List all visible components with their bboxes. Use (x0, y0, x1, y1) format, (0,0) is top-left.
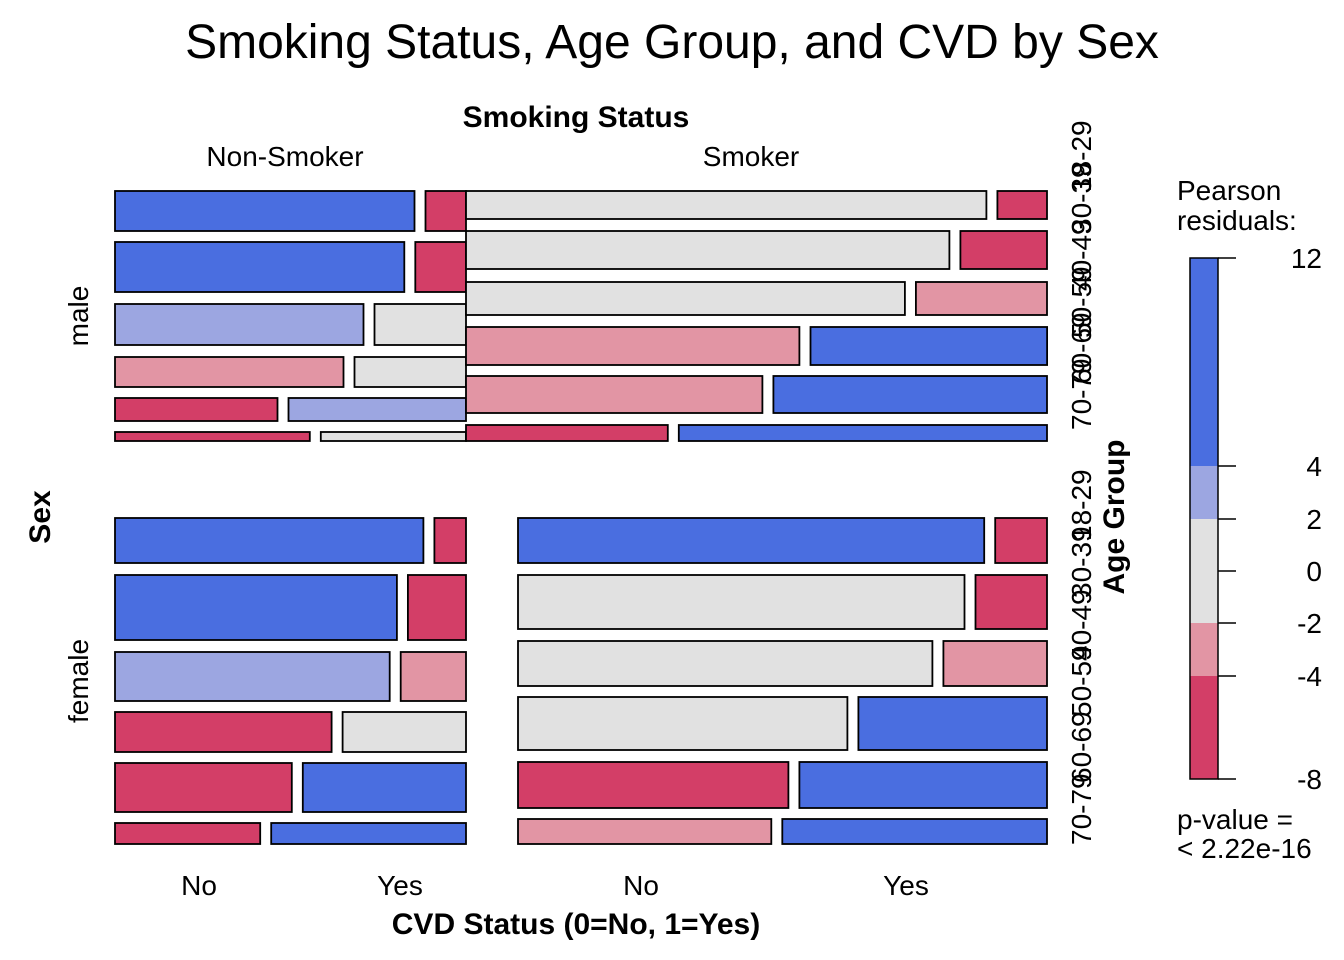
tile-male-non-smoker-18-29-cvd-no (114, 190, 416, 232)
age-label-male-18-29: 18-29 (1066, 120, 1097, 192)
age-label-female-60-69: 60-69 (1066, 711, 1097, 783)
legend-tick-label-4: 4 (1306, 451, 1322, 482)
tile-female-smoker-60-69-cvd-yes (798, 761, 1048, 809)
tile-female-smoker-60-69-cvd-no (517, 761, 790, 809)
tile-female-non-smoker-60-69-cvd-no (114, 762, 293, 813)
legend-band-mild-pos (1190, 466, 1218, 519)
age-label-female-18-29: 18-29 (1066, 469, 1097, 541)
tile-female-non-smoker-18-29-cvd-no (114, 517, 425, 564)
tile-male-smoker-50-59-cvd-no (465, 326, 801, 366)
tile-female-non-smoker-70-79-cvd-yes (270, 822, 467, 845)
tile-female-smoker-30-39-cvd-yes (974, 574, 1048, 630)
smoking-axis-label: Smoking Status (463, 101, 690, 134)
tile-female-smoker-50-59-cvd-yes (857, 696, 1048, 751)
age-label-female-30-39: 30-39 (1066, 526, 1097, 598)
legend-tick-label--8: -8 (1297, 764, 1322, 795)
tile-male-smoker-40-49-cvd-yes (915, 281, 1048, 316)
tile-female-smoker-40-49-cvd-no (517, 640, 934, 687)
tile-male-non-smoker-60-69-cvd-yes (287, 397, 467, 422)
legend-tick-label-0: 0 (1306, 556, 1322, 587)
tile-male-non-smoker-70-79-cvd-yes (319, 431, 467, 442)
cvd-level-yes-non-smoker: Yes (377, 870, 423, 901)
tile-male-smoker-18-29-cvd-no (465, 190, 988, 220)
tile-female-smoker-18-29-cvd-no (517, 517, 986, 564)
legend-color-bar (1189, 257, 1219, 780)
tile-male-non-smoker-50-59-cvd-yes (353, 356, 467, 388)
legend-title-line-2: residuals: (1177, 205, 1297, 236)
smoking-level-non-smoker: Non-Smoker (206, 141, 363, 172)
legend-band-strong-pos (1190, 258, 1218, 466)
age-label-male-50-59: 50-59 (1066, 266, 1097, 338)
legend-tick-label-2: 2 (1306, 504, 1322, 535)
tile-female-non-smoker-40-49-cvd-yes (399, 651, 467, 702)
tile-female-non-smoker-18-29-cvd-yes (433, 517, 467, 564)
legend-pvalue-label: p-value = (1177, 804, 1293, 835)
cvd-level-yes-smoker: Yes (883, 870, 929, 901)
age-label-female-50-59: 50-59 (1066, 645, 1097, 717)
tile-female-non-smoker-30-39-cvd-no (114, 574, 398, 641)
tile-male-smoker-50-59-cvd-yes (809, 326, 1049, 366)
tile-male-non-smoker-50-59-cvd-no (114, 356, 345, 388)
sex-level-male: male (63, 286, 94, 347)
tile-female-non-smoker-50-59-cvd-yes (341, 711, 467, 753)
tile-male-non-smoker-40-49-cvd-no (114, 303, 365, 346)
tile-male-smoker-60-69-cvd-no (465, 375, 764, 414)
tile-male-non-smoker-60-69-cvd-no (114, 397, 279, 422)
legend-tick-label-12: 12 (1291, 243, 1322, 274)
tile-female-smoker-70-79-cvd-yes (781, 818, 1048, 845)
tile-male-non-smoker-18-29-cvd-yes (424, 190, 467, 232)
age-level-labels: 18-2930-3940-4950-5960-6970-7918-2930-39… (1066, 120, 1097, 845)
tile-male-smoker-70-79-cvd-yes (677, 424, 1048, 442)
tile-female-smoker-18-29-cvd-yes (994, 517, 1048, 564)
age-label-male-60-69: 60-69 (1066, 312, 1097, 384)
tile-female-smoker-50-59-cvd-no (517, 696, 849, 751)
age-axis-label: Age Group (1098, 440, 1131, 595)
tile-male-smoker-40-49-cvd-no (465, 281, 906, 316)
chart-title: Smoking Status, Age Group, and CVD by Se… (185, 16, 1159, 69)
tile-male-smoker-30-39-cvd-yes (959, 230, 1048, 270)
age-label-male-70-79: 70-79 (1066, 358, 1097, 430)
tile-male-smoker-30-39-cvd-no (465, 230, 951, 270)
legend-title-line-1: Pearson (1177, 175, 1281, 206)
tile-female-non-smoker-30-39-cvd-yes (406, 574, 467, 641)
age-label-male-40-49: 40-49 (1066, 219, 1097, 291)
legend-ticks: 12 4 2 0 -2 -4 -8 (1218, 243, 1322, 795)
tile-female-smoker-30-39-cvd-no (517, 574, 966, 630)
tile-female-smoker-70-79-cvd-no (517, 818, 773, 845)
tile-female-smoker-40-49-cvd-yes (942, 640, 1048, 687)
sex-level-female: female (63, 639, 94, 723)
legend-tick-label--4: -4 (1297, 661, 1322, 692)
smoking-level-smoker: Smoker (703, 141, 799, 172)
tile-female-non-smoker-70-79-cvd-no (114, 822, 262, 845)
tile-male-non-smoker-70-79-cvd-no (114, 431, 311, 442)
tile-male-non-smoker-30-39-cvd-yes (414, 241, 467, 293)
legend-tick-label--2: -2 (1297, 608, 1322, 639)
legend-band-strong-neg (1190, 676, 1218, 779)
tile-male-smoker-60-69-cvd-yes (772, 375, 1048, 414)
sex-axis-label: Sex (24, 490, 57, 544)
tile-male-non-smoker-30-39-cvd-no (114, 241, 406, 293)
tile-female-non-smoker-50-59-cvd-no (114, 711, 333, 753)
legend: Pearson residuals: 12 4 2 0 -2 -4 -8 p-value =… (1177, 175, 1322, 864)
age-label-female-70-79: 70-79 (1066, 773, 1097, 845)
tile-male-smoker-70-79-cvd-no (465, 424, 669, 442)
tile-female-non-smoker-60-69-cvd-yes (301, 762, 467, 813)
age-label-female-40-49: 40-49 (1066, 589, 1097, 661)
tile-male-smoker-18-29-cvd-yes (996, 190, 1048, 220)
age-label-male-30-39: 30-39 (1066, 162, 1097, 234)
cvd-axis-label: CVD Status (0=No, 1=Yes) (392, 908, 760, 941)
legend-title: Pearson residuals: (1177, 175, 1297, 236)
tile-male-non-smoker-40-49-cvd-yes (373, 303, 467, 346)
tile-female-non-smoker-40-49-cvd-no (114, 651, 391, 702)
mosaic-tiles (114, 190, 1049, 845)
legend-pvalue: < 2.22e-16 (1177, 833, 1312, 864)
cvd-level-no-smoker: No (623, 870, 659, 901)
cvd-level-no-non-smoker: No (181, 870, 217, 901)
legend-band-mild-neg (1190, 623, 1218, 676)
legend-band-neutral (1190, 519, 1218, 623)
